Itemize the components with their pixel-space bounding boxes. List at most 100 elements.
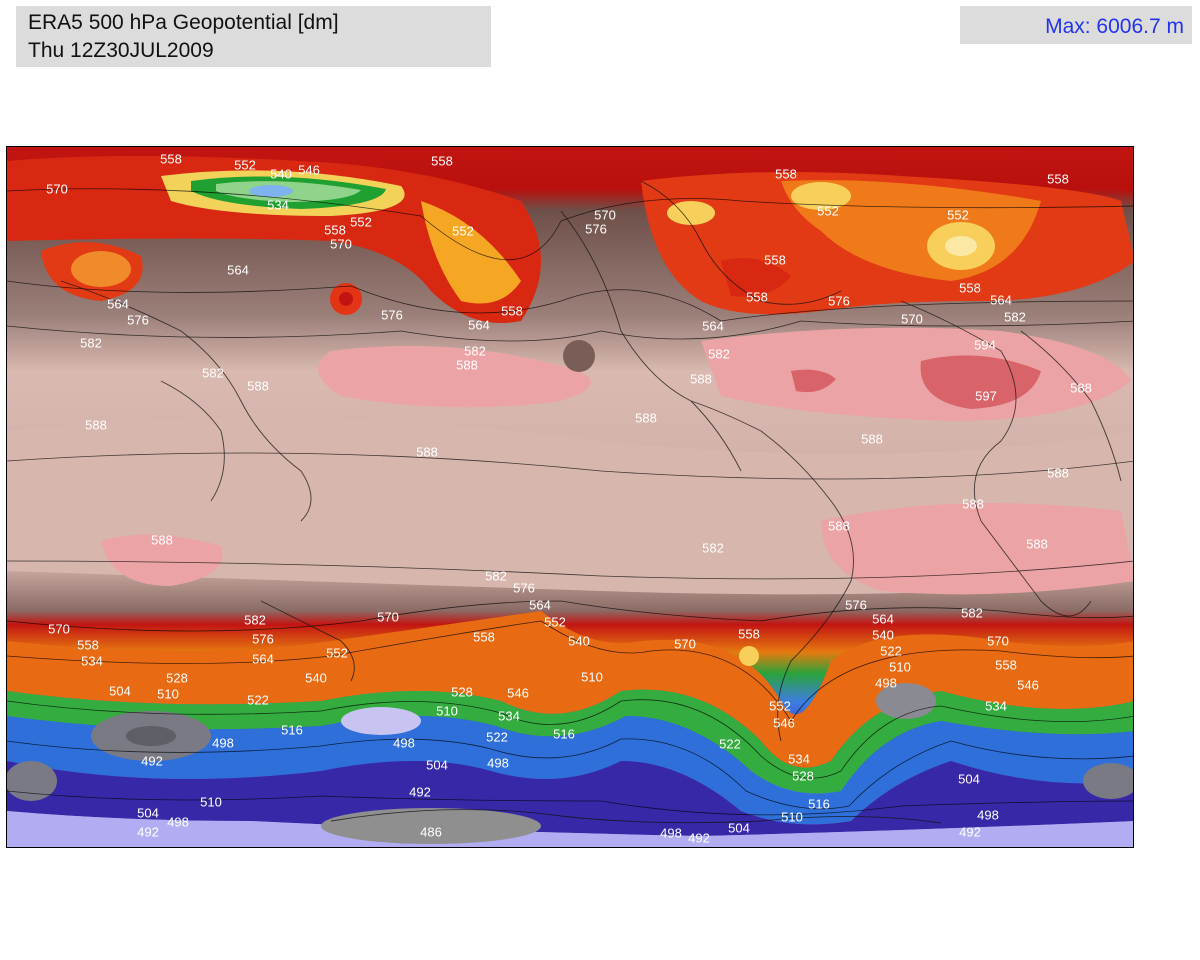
contour-label: 582 (961, 605, 983, 620)
contour-label: 510 (157, 686, 179, 701)
contour-label: 588 (151, 532, 173, 547)
contour-label: 564 (529, 597, 551, 612)
low-scandinavia-core (945, 236, 977, 256)
contour-label: 528 (451, 684, 473, 699)
contour-label: 510 (200, 794, 222, 809)
contour-label: 576 (127, 312, 149, 327)
contour-label: 522 (247, 692, 269, 707)
low-hudson (667, 201, 715, 225)
contour-label: 516 (808, 796, 830, 811)
contour-label: 552 (452, 223, 474, 238)
contour-label: 576 (845, 597, 867, 612)
sh-polar-purple (7, 761, 1133, 836)
contour-label: 540 (568, 633, 590, 648)
contour-label: 588 (861, 431, 883, 446)
sh-polar-lavender (7, 811, 1133, 847)
contour-label: 588 (635, 410, 657, 425)
contour-label: 576 (828, 293, 850, 308)
contour-label: 588 (456, 357, 478, 372)
low-baffin (791, 182, 851, 210)
contour-label: 498 (212, 735, 234, 750)
contour-label: 534 (788, 751, 810, 766)
low-west-coast (563, 340, 595, 372)
contour-label: 540 (872, 627, 894, 642)
contour-label: 540 (270, 166, 292, 181)
geopotential-map: 558 552 5465405345585705585525705525645705… (7, 147, 1133, 847)
high-region-npacific (318, 346, 591, 408)
contour-label: 504 (958, 771, 980, 786)
contour-label: 510 (889, 659, 911, 674)
contour-label: 582 (1004, 309, 1026, 324)
contour-label: 564 (702, 318, 724, 333)
contour-label: 534 (81, 653, 103, 668)
contour-label: 492 (959, 824, 981, 839)
contour-labels: 558 552 5465405345585705585525705525645705… (46, 151, 1092, 845)
contour-lines (7, 188, 1133, 816)
contour-label: 564 (252, 651, 274, 666)
contour-label: 552 (769, 698, 791, 713)
sh-jet-blue (7, 716, 1133, 825)
contour-label: 534 (498, 708, 520, 723)
contour-label: 588 (690, 371, 712, 386)
contour-label: 576 (513, 580, 535, 595)
contour-label: 558 (959, 280, 981, 295)
contour-label: 588 (1047, 465, 1069, 480)
max-value-text: Max: 6006.7 m (1045, 15, 1184, 38)
contour-label: 558 (746, 289, 768, 304)
contour-label: 582 (202, 365, 224, 380)
contour-label: 588 (962, 496, 984, 511)
contour-label: 552 (947, 207, 969, 222)
contour-label: 564 (468, 317, 490, 332)
contour-label: 552 (350, 214, 372, 229)
cutoff-low-arctic-core (249, 185, 293, 197)
contour-label: 564 (107, 296, 129, 311)
contour-label: 558 (324, 222, 346, 237)
contour-label: 582 (80, 335, 102, 350)
contour-label: 498 (977, 807, 999, 822)
contour-label: 516 (281, 722, 303, 737)
contour-label: 528 (166, 670, 188, 685)
nh-trough-pacific (7, 156, 541, 323)
low-west-edge (7, 761, 57, 801)
contour-label: 582 (702, 540, 724, 555)
contour-label: 558 (995, 657, 1017, 672)
cutoff-south-america (739, 646, 759, 666)
contour-label: 582 (244, 612, 266, 627)
contour-label: 492 (137, 824, 159, 839)
contour-label: 576 (381, 307, 403, 322)
contour-label: 504 (137, 805, 159, 820)
contour-label: 564 (990, 292, 1012, 307)
contour-label: 498 (393, 735, 415, 750)
contour-label: 498 (875, 675, 897, 690)
low-south-indian-core (126, 726, 176, 746)
contour-label: 498 (167, 814, 189, 829)
map-title: ERA5 500 hPa Geopotential [dm] (28, 11, 339, 34)
contour-label: 510 (781, 809, 803, 824)
high-region-satlantic (821, 503, 1133, 595)
contour-label: 558 (160, 151, 182, 166)
contour-label: 522 (486, 729, 508, 744)
high-region-indian (101, 534, 223, 586)
contour-label: 546 (507, 685, 529, 700)
sh-jet-orange (7, 611, 1133, 768)
contour-label: 558 (431, 153, 453, 168)
contour-label: 510 (581, 669, 603, 684)
contour-label: 504 (109, 683, 131, 698)
contour-label: 576 (585, 221, 607, 236)
contour-label: 558 (1047, 171, 1069, 186)
contour-label: 552 (544, 614, 566, 629)
contour-label: 576 (252, 631, 274, 646)
contour-label: 546 (298, 162, 320, 177)
low-south-atlantic (876, 683, 936, 719)
high-region-natlantic (701, 327, 1131, 421)
contour-label: 510 (436, 703, 458, 718)
contour-label: 570 (330, 236, 352, 251)
contour-label: 558 (738, 626, 760, 641)
contour-label: 582 (485, 568, 507, 583)
low-kamchatka-core (339, 292, 353, 306)
contour-label: 552 (326, 645, 348, 660)
high-core-atlantic (920, 355, 1041, 409)
contour-label: 492 (688, 830, 710, 845)
title-box: ERA5 500 hPa Geopotential [dm] Thu 12Z30… (16, 6, 491, 67)
contour-label: 588 (1070, 380, 1092, 395)
